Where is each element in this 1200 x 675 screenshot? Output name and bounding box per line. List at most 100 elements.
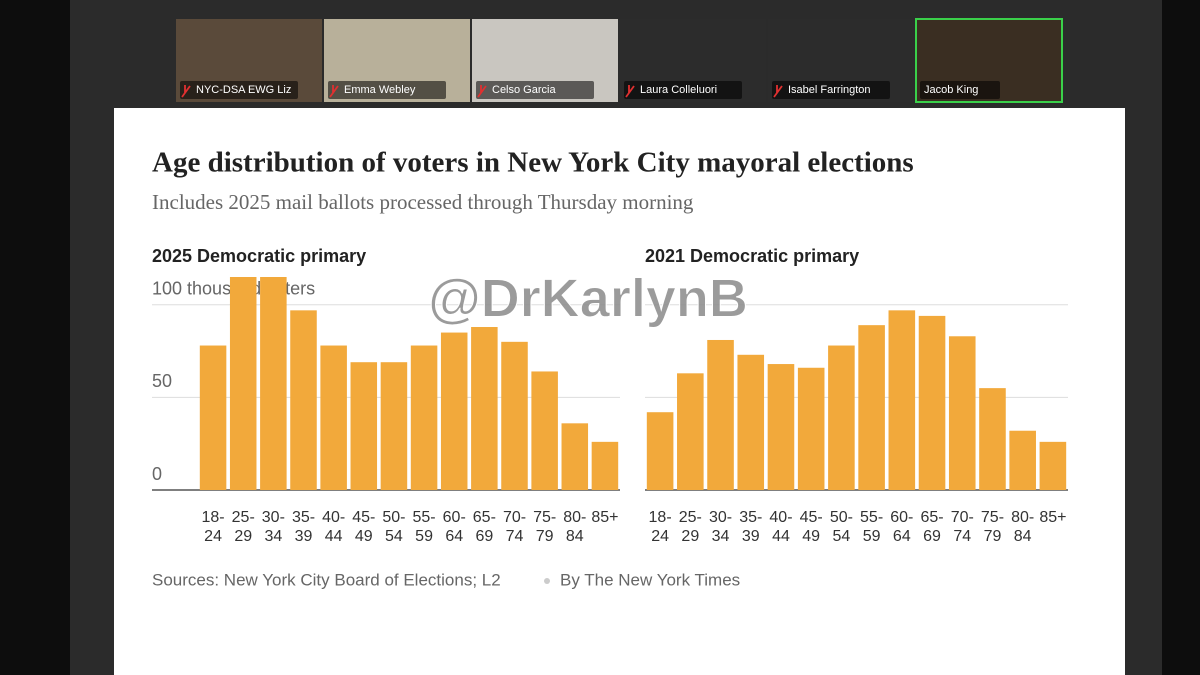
- bar: [737, 354, 765, 490]
- participant-tile[interactable]: Jacob King: [915, 18, 1063, 103]
- bar: [290, 310, 317, 490]
- x-tick-label: 64: [893, 528, 911, 545]
- x-tick-label: 70-: [503, 509, 526, 526]
- bar: [828, 345, 855, 490]
- bar: [979, 388, 1006, 490]
- source: Sources: New York City Board of Election…: [152, 570, 501, 589]
- x-tick-label: 69: [475, 528, 493, 545]
- bar: [707, 339, 734, 490]
- name-bg: [624, 81, 742, 99]
- x-tick-label: 55-: [860, 509, 883, 526]
- x-tick-label: 64: [445, 528, 463, 545]
- bar: [677, 373, 704, 490]
- x-tick-label: 84: [566, 528, 584, 545]
- x-tick-label: 18-: [202, 509, 225, 526]
- bar: [1039, 441, 1067, 490]
- bar: [561, 423, 589, 490]
- name-bg: [328, 81, 446, 99]
- x-tick-label: 45-: [352, 509, 375, 526]
- x-tick-label: 44: [772, 528, 790, 545]
- participant-name: Emma Webley: [344, 84, 416, 96]
- participant-name: Isabel Farrington: [788, 84, 871, 96]
- x-tick-label: 24: [204, 528, 222, 545]
- x-tick-label: 24: [651, 528, 669, 545]
- x-tick-label: 44: [325, 528, 343, 545]
- chart-title: 2021 Democratic primary: [645, 246, 859, 266]
- bar: [199, 345, 227, 490]
- left-bar: [0, 0, 70, 675]
- x-tick-label: 49: [355, 528, 373, 545]
- bar: [591, 441, 619, 490]
- participant-tile[interactable]: Laura Colleluori: [620, 19, 766, 102]
- bar: [380, 362, 408, 490]
- y-tick-label: 0: [152, 464, 162, 484]
- x-tick-label: 35-: [292, 509, 315, 526]
- x-tick-label: 80-: [563, 509, 586, 526]
- x-tick-label: 49: [802, 528, 820, 545]
- x-tick-label: 45-: [800, 509, 823, 526]
- participant-tile[interactable]: NYC-DSA EWG Liz: [176, 19, 322, 102]
- bar: [229, 277, 257, 490]
- x-tick-label: 40-: [322, 509, 345, 526]
- x-tick-label: 80-: [1011, 509, 1034, 526]
- x-tick-label: 65-: [473, 509, 496, 526]
- x-tick-label: 65-: [920, 509, 943, 526]
- bar: [797, 367, 825, 490]
- watermark: @DrKarlynB: [428, 268, 748, 328]
- mute-icon: [329, 85, 339, 98]
- x-tick-label: 69: [923, 528, 941, 545]
- x-tick-label: 60-: [443, 509, 466, 526]
- bar: [350, 362, 378, 490]
- x-tick-label: 29: [681, 528, 699, 545]
- participant-tile[interactable]: Emma Webley: [324, 19, 470, 102]
- x-tick-label: 85+: [1039, 509, 1066, 526]
- name-bg: [920, 81, 1000, 99]
- participant-tile[interactable]: Celso Garcia: [472, 19, 618, 102]
- bar: [260, 277, 287, 490]
- x-tick-label: 74: [506, 528, 524, 545]
- x-tick-label: 30-: [262, 509, 285, 526]
- x-tick-label: 35-: [739, 509, 762, 526]
- bar: [410, 345, 438, 490]
- bar: [767, 364, 795, 490]
- x-tick-label: 54: [832, 528, 850, 545]
- x-tick-label: 79: [536, 528, 554, 545]
- y-tick-label: 50: [152, 371, 172, 391]
- x-tick-label: 50-: [830, 509, 853, 526]
- participant-name: Celso Garcia: [492, 84, 556, 96]
- bar: [948, 336, 976, 490]
- x-tick-label: 34: [712, 528, 730, 545]
- x-tick-label: 30-: [709, 509, 732, 526]
- bar: [320, 345, 347, 490]
- x-tick-label: 59: [415, 528, 433, 545]
- mute-icon: [625, 85, 635, 98]
- bar: [440, 332, 468, 490]
- x-tick-label: 74: [953, 528, 971, 545]
- x-tick-label: 70-: [951, 509, 974, 526]
- slide-title: Age distribution of voters in New York C…: [152, 147, 914, 179]
- x-tick-label: 54: [385, 528, 403, 545]
- x-tick-label: 25-: [232, 509, 255, 526]
- x-tick-label: 55-: [413, 509, 436, 526]
- mute-icon: [773, 85, 783, 98]
- mute-icon: [477, 85, 487, 98]
- participant-name: Laura Colleluori: [640, 84, 717, 96]
- bar: [858, 325, 885, 490]
- chart-title: 2025 Democratic primary: [152, 246, 366, 266]
- bar: [501, 341, 528, 490]
- byline: By The New York Times: [560, 570, 740, 589]
- x-tick-label: 39: [742, 528, 760, 545]
- x-tick-label: 60-: [890, 509, 913, 526]
- bar: [531, 371, 558, 490]
- x-tick-label: 84: [1014, 528, 1032, 545]
- x-tick-label: 75-: [981, 509, 1004, 526]
- slide-subtitle: Includes 2025 mail ballots processed thr…: [152, 190, 694, 214]
- bar: [471, 327, 498, 490]
- name-bg: [772, 81, 890, 99]
- x-tick-label: 50-: [382, 509, 405, 526]
- bar: [646, 412, 674, 490]
- participant-tile[interactable]: Isabel Farrington: [768, 19, 914, 102]
- x-tick-label: 34: [264, 528, 282, 545]
- bar: [918, 315, 946, 490]
- participant-name: Jacob King: [924, 84, 978, 96]
